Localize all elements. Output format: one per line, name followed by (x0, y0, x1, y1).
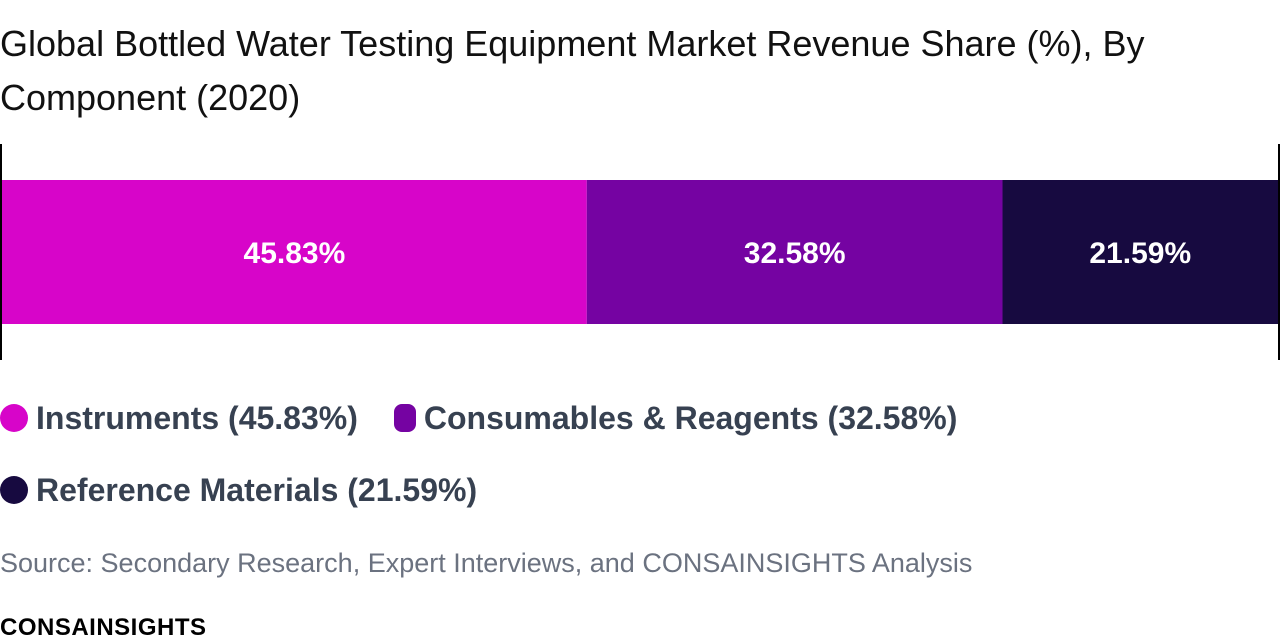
source-note: Source: Secondary Research, Expert Inter… (0, 548, 973, 578)
legend-item-reference-materials[interactable]: Reference Materials (21.59%) (0, 472, 477, 509)
stacked-bar-chart: 45.83% 32.58% 21.59% (0, 144, 1280, 360)
data-label-consumables-reagents: 32.58% (744, 237, 846, 270)
legend-swatch-instruments (0, 404, 28, 432)
data-labels: 45.83% 32.58% 21.59% (244, 237, 1192, 270)
bar-segment-instruments[interactable] (2, 180, 587, 324)
data-label-reference-materials: 21.59% (1089, 237, 1191, 270)
bar-segment-reference-materials[interactable] (1002, 180, 1278, 324)
legend-label-consumables-reagents: Consumables & Reagents (32.58%) (423, 399, 958, 436)
bar-segment-consumables-reagents[interactable] (586, 180, 1003, 324)
chart-title: Global Bottled Water Testing Equipment M… (0, 23, 1145, 118)
legend-item-instruments[interactable]: Instruments (45.83%) (0, 400, 358, 437)
bar-segments (2, 180, 1278, 324)
legend-swatch-reference-materials (0, 476, 28, 504)
legend-row-2: Reference Materials (21.59%) (0, 462, 1280, 518)
legend-swatch-consumables-reagents (393, 404, 416, 432)
legend: Instruments (45.83%) Consumables & Reage… (0, 390, 1280, 534)
chart-svg: 45.83% 32.58% 21.59% (0, 144, 1280, 360)
legend-label-instruments: Instruments (45.83%) (36, 399, 358, 436)
legend-row-1: Instruments (45.83%) Consumables & Reage… (0, 390, 1280, 446)
data-label-instruments: 45.83% (244, 237, 346, 270)
legend-label-reference-materials: Reference Materials (21.59%) (36, 471, 478, 508)
brand-logo-text: CONSAINSIGHTS (0, 614, 207, 636)
legend-item-consumables-reagents[interactable]: Consumables & Reagents (32.58%) (393, 399, 958, 437)
